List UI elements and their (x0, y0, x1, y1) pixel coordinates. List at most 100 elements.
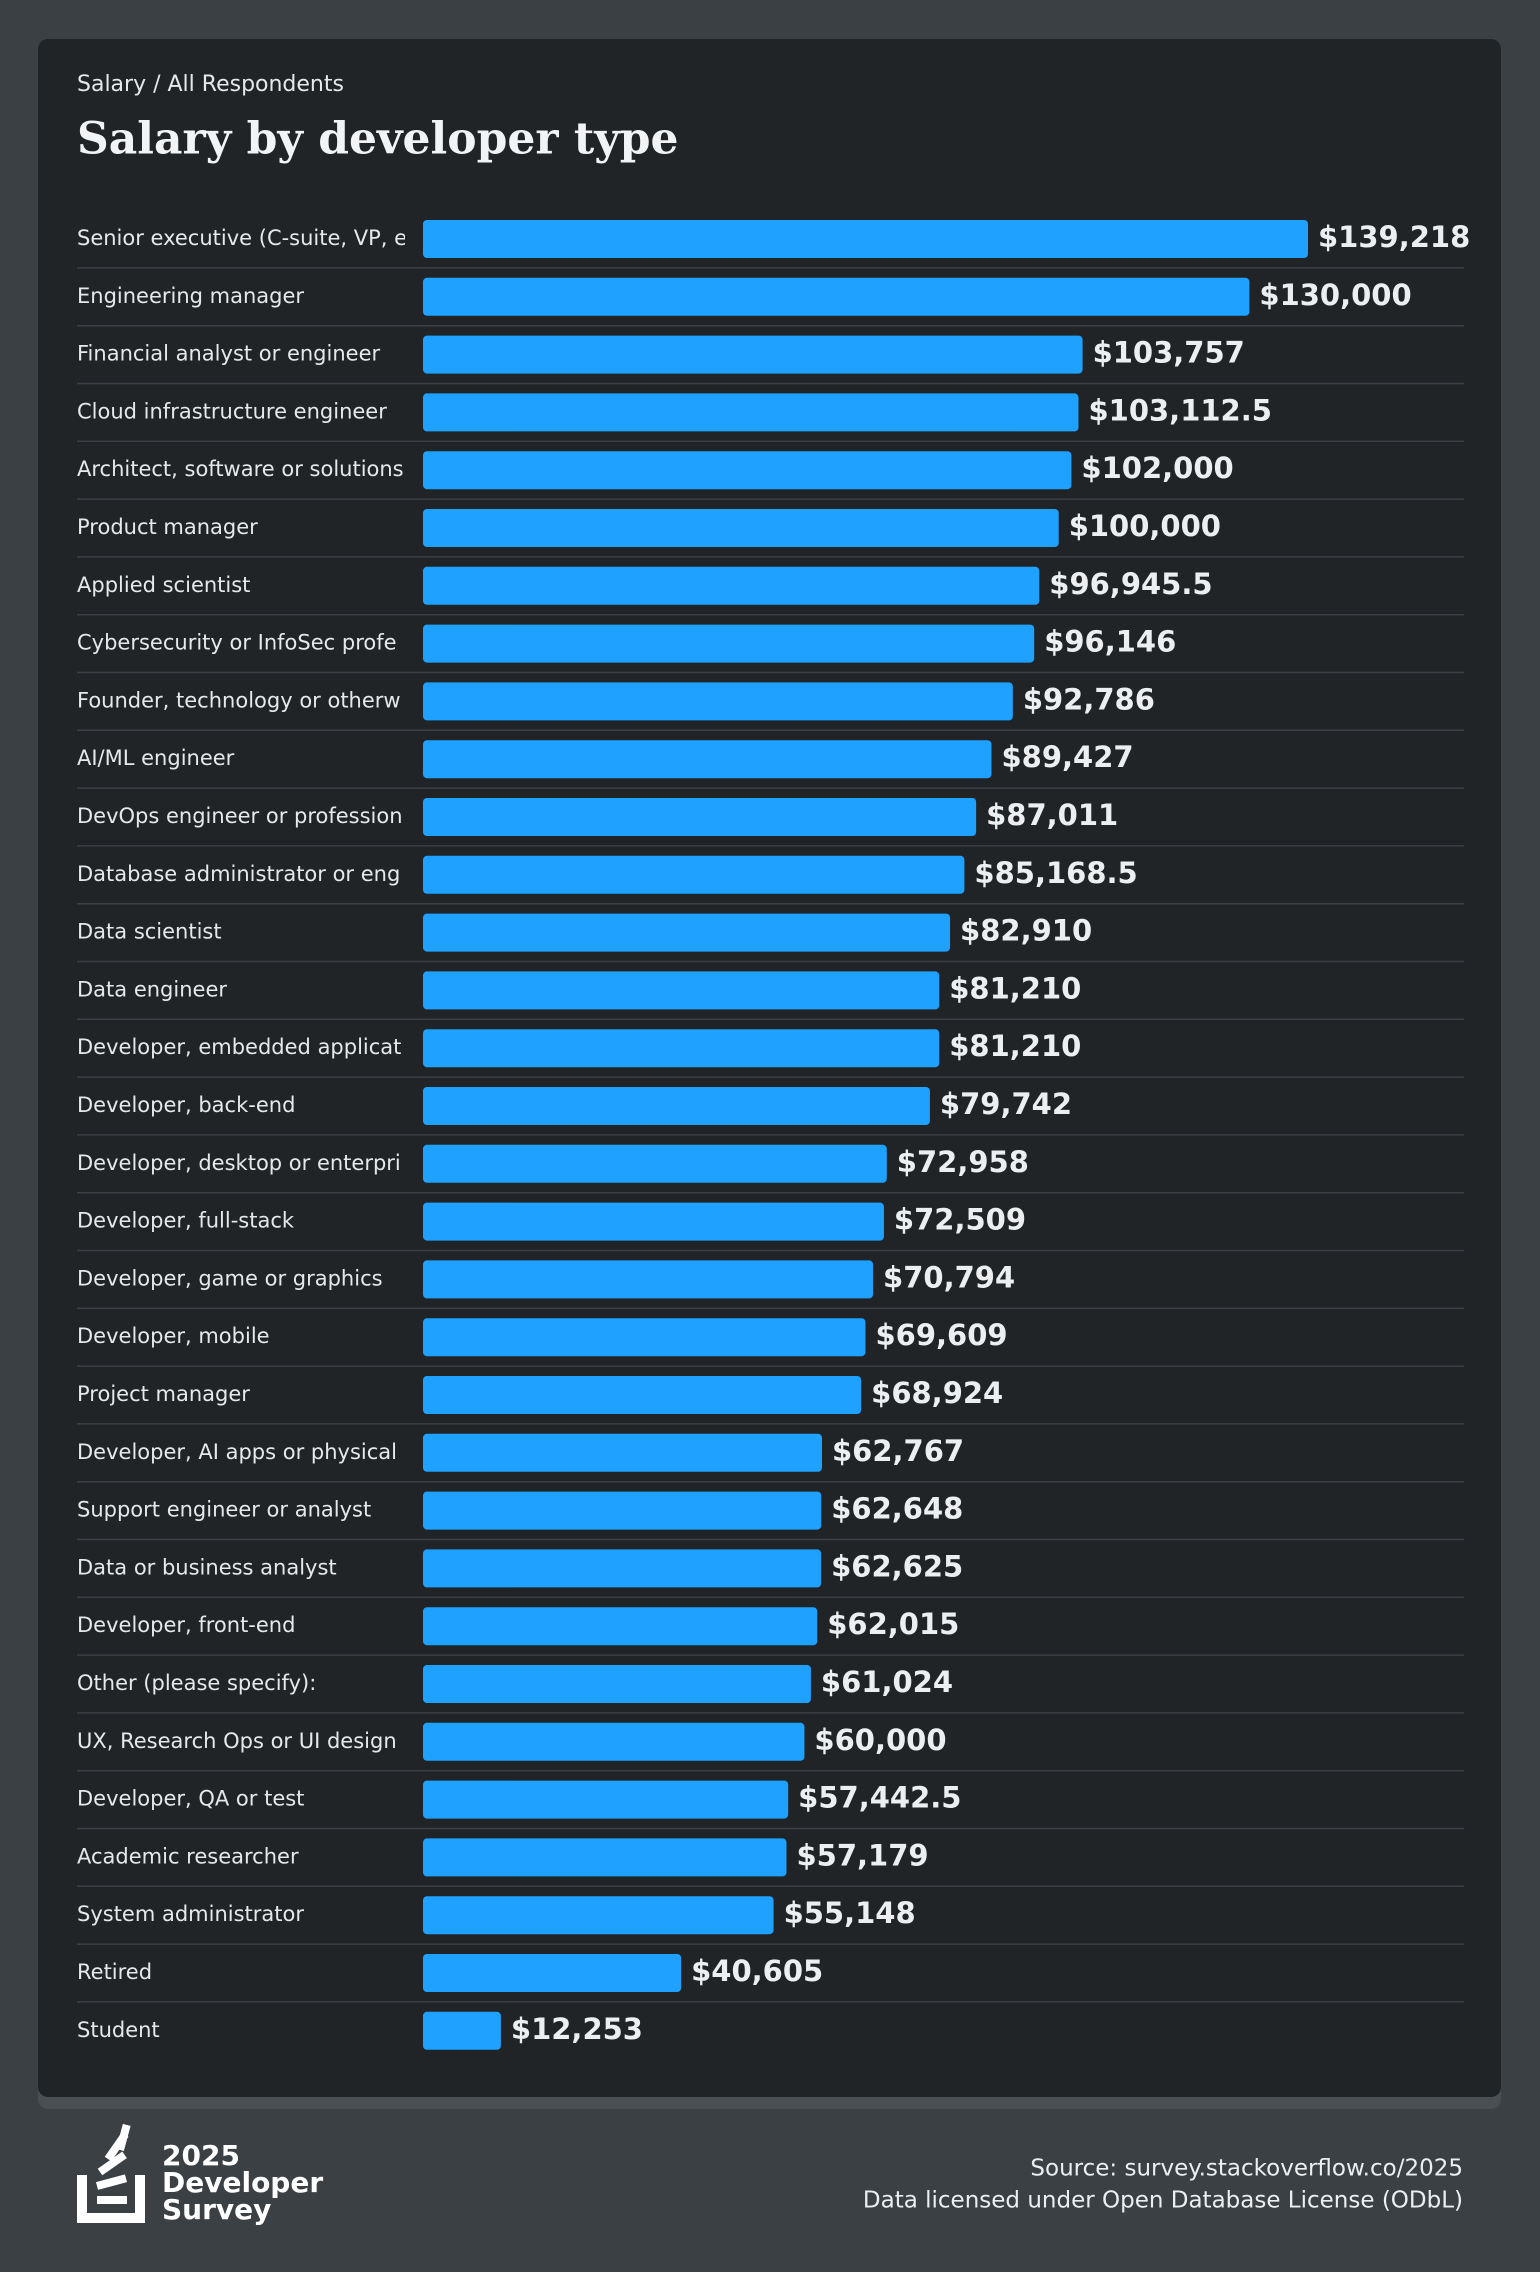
bar (423, 277, 1250, 316)
category-label: Architect, software or solutions (77, 457, 404, 481)
chart-title: Salary by developer type (77, 114, 679, 165)
bar (423, 1491, 822, 1530)
value-label: $130,000 (1259, 278, 1411, 312)
category-label: Academic researcher (77, 1844, 299, 1868)
value-label: $89,427 (1001, 740, 1133, 774)
value-label: $12,253 (511, 2012, 643, 2046)
logo-text: Developer (162, 2166, 323, 2199)
category-label: Founder, technology or otherw (77, 688, 401, 712)
category-label: System administrator (77, 1902, 304, 1926)
value-label: $68,924 (871, 1376, 1003, 1410)
logo: 2025 Developer Survey (77, 2123, 323, 2226)
value-label: $81,210 (949, 1029, 1081, 1063)
bar (423, 393, 1079, 432)
logo-text: Survey (162, 2193, 271, 2226)
category-label: Student (77, 2018, 160, 2042)
category-label: Other (please specify): (77, 1671, 316, 1695)
bar (423, 1549, 822, 1588)
category-label: Financial analyst or engineer (77, 342, 380, 366)
value-label: $85,168.5 (974, 856, 1137, 890)
chart-subtitle: Salary / All Respondents (77, 72, 344, 97)
category-label: Developer, QA or test (77, 1787, 304, 1811)
bar (423, 798, 977, 836)
category-label: Product manager (77, 515, 258, 539)
value-label: $62,648 (831, 1492, 963, 1526)
value-label: $62,625 (831, 1549, 963, 1583)
bar (423, 2011, 501, 2050)
value-label: $103,757 (1093, 336, 1245, 370)
license: Data licensed under Open Database Licens… (863, 2188, 1463, 2214)
bar (423, 971, 940, 1010)
bars: Senior executive (C-suite, VP, e $139,218… (77, 220, 1470, 2050)
category-label: Developer, mobile (77, 1324, 270, 1348)
logo-bar (97, 2151, 127, 2176)
logo-tray (77, 2175, 145, 2223)
category-label: Developer, full-stack (77, 1209, 295, 1233)
bar (423, 855, 965, 894)
category-label: Developer, back-end (77, 1093, 295, 1117)
value-label: $92,786 (1023, 682, 1155, 716)
value-label: $100,000 (1069, 509, 1221, 543)
bar (423, 1896, 774, 1935)
bar (423, 1665, 811, 1703)
bar (423, 1780, 789, 1819)
value-label: $72,958 (897, 1145, 1029, 1179)
bar (423, 1607, 818, 1646)
source: Source: survey.stackoverflow.co/2025 (1030, 2156, 1463, 2182)
bar (423, 335, 1083, 374)
category-label: Support engineer or analyst (77, 1498, 371, 1522)
value-label: $40,605 (691, 1954, 823, 1988)
category-label: Data scientist (77, 920, 222, 944)
value-label: $96,945.5 (1049, 567, 1212, 601)
category-label: Data engineer (77, 977, 227, 1001)
category-label: Applied scientist (77, 573, 250, 597)
bar (423, 624, 1035, 663)
bar (423, 1838, 787, 1877)
category-label: Engineering manager (77, 284, 304, 308)
value-label: $61,024 (821, 1665, 953, 1699)
category-label: Developer, game or graphics (77, 1266, 383, 1290)
value-label: $62,767 (832, 1434, 964, 1468)
value-label: $139,218 (1318, 220, 1470, 254)
bar (423, 566, 1040, 605)
logo-bar (116, 2123, 131, 2152)
value-label: $82,910 (960, 914, 1092, 948)
bar (423, 1722, 805, 1761)
bar (423, 740, 992, 779)
category-label: Data or business analyst (77, 1555, 337, 1579)
category-label: Developer, front-end (77, 1613, 295, 1637)
value-label: $79,742 (940, 1087, 1072, 1121)
bar (423, 220, 1308, 258)
bar (423, 913, 951, 952)
value-label: $103,112.5 (1088, 393, 1271, 427)
value-label: $57,179 (796, 1838, 928, 1872)
bar (423, 1144, 887, 1183)
logo-bar (95, 2174, 128, 2190)
value-label: $96,146 (1044, 625, 1176, 659)
category-label: Database administrator or eng (77, 862, 400, 886)
bar (423, 509, 1059, 547)
category-label: Developer, desktop or enterpri (77, 1151, 401, 1175)
bar (423, 1087, 930, 1125)
category-label: Cloud infrastructure engineer (77, 399, 387, 423)
value-label: $72,509 (894, 1203, 1026, 1237)
bar (423, 1954, 682, 1992)
category-label: Developer, AI apps or physical (77, 1440, 397, 1464)
value-label: $60,000 (814, 1723, 946, 1757)
value-label: $69,609 (876, 1318, 1008, 1352)
card (38, 39, 1501, 2097)
bar (423, 1376, 862, 1414)
category-label: AI/ML engineer (77, 746, 235, 770)
value-label: $70,794 (883, 1260, 1015, 1294)
category-label: Senior executive (C-suite, VP, e (77, 226, 407, 250)
value-label: $62,015 (827, 1607, 959, 1641)
category-label: Developer, embedded applicat (77, 1035, 401, 1059)
bar (423, 1260, 874, 1299)
logo-bar (97, 2196, 127, 2204)
category-label: DevOps engineer or profession (77, 804, 403, 828)
category-label: Cybersecurity or InfoSec profe (77, 631, 397, 655)
value-label: $55,148 (784, 1896, 916, 1930)
value-label: $87,011 (986, 798, 1118, 832)
bar (423, 1318, 866, 1357)
